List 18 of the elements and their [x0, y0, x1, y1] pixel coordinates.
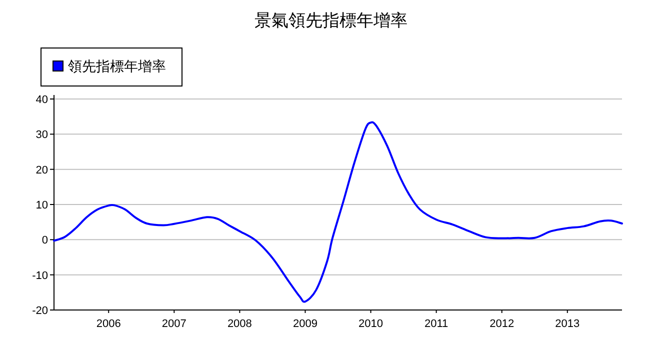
- y-tick-label: -20: [32, 305, 48, 317]
- y-tick-label: 20: [36, 164, 48, 176]
- y-tick-label: 10: [36, 200, 48, 212]
- y-tick-label: 0: [42, 234, 48, 247]
- chart-title: 景氣領先指標年增率: [254, 11, 408, 30]
- x-tick-label: 2012: [490, 318, 514, 330]
- y-tick-label: -10: [32, 270, 48, 282]
- x-tick-label: 2007: [162, 318, 186, 330]
- legend-label: 領先指標年增率: [68, 58, 166, 74]
- x-tick-label: 2013: [555, 318, 580, 330]
- y-tick-label: 30: [36, 129, 48, 142]
- line-series: [53, 122, 623, 303]
- x-tick-label: 2011: [424, 318, 448, 330]
- x-tick-label: 2006: [96, 318, 121, 330]
- x-tick-label: 2008: [227, 318, 252, 330]
- x-tick-label: 2010: [358, 318, 384, 330]
- x-tick-label: 2009: [292, 318, 318, 330]
- y-tick-label: 40: [36, 94, 48, 106]
